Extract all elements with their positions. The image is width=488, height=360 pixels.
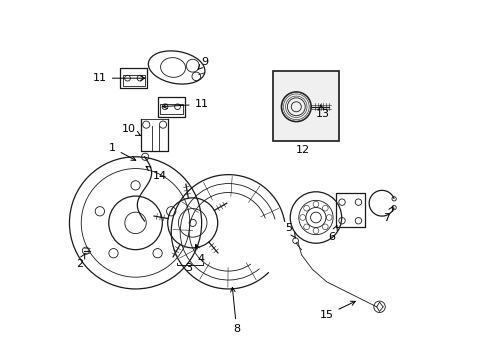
Bar [122, 75, 145, 86]
Text: 11: 11 [163, 99, 208, 109]
Bar [335, 193, 364, 227]
Text: 11: 11 [93, 73, 144, 83]
Bar [272, 71, 339, 141]
Text: 2: 2 [76, 254, 85, 269]
Text: 5: 5 [285, 223, 295, 238]
Text: 6: 6 [328, 226, 337, 242]
Text: 9: 9 [198, 57, 208, 69]
Bar [160, 104, 182, 114]
Text: 7: 7 [382, 207, 392, 222]
Text: 3: 3 [185, 262, 192, 273]
Text: 14: 14 [146, 166, 166, 181]
Bar [120, 68, 147, 88]
Text: 1: 1 [109, 143, 136, 160]
Text: 8: 8 [230, 287, 240, 334]
Text: 10: 10 [121, 124, 141, 136]
Text: 12: 12 [295, 145, 309, 155]
Text: 4: 4 [195, 244, 204, 264]
Bar [158, 97, 184, 117]
Text: 15: 15 [319, 301, 355, 320]
Text: 13: 13 [315, 105, 329, 119]
